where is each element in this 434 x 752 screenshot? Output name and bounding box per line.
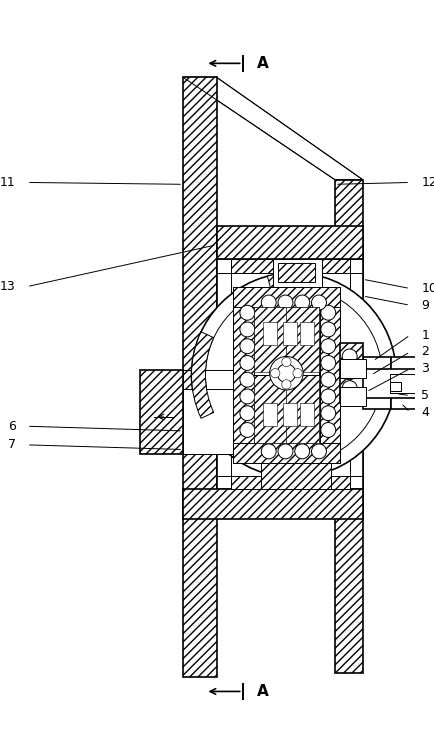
Text: 1: 1 (421, 329, 428, 341)
Text: 5: 5 (421, 389, 428, 402)
Wedge shape (267, 273, 319, 290)
Circle shape (320, 339, 335, 353)
Text: 12: 12 (421, 176, 434, 189)
Polygon shape (183, 77, 362, 180)
Circle shape (261, 444, 276, 459)
Bar (263, 322, 276, 345)
Circle shape (342, 349, 356, 364)
Circle shape (239, 356, 254, 371)
Bar (299, 403, 314, 426)
Circle shape (294, 295, 309, 310)
Text: A: A (256, 56, 268, 71)
Circle shape (281, 357, 290, 367)
Circle shape (191, 273, 395, 478)
Circle shape (281, 380, 290, 389)
Bar (389, 374, 415, 393)
Wedge shape (267, 460, 319, 478)
Circle shape (311, 444, 326, 459)
Circle shape (320, 372, 335, 387)
Bar (183, 489, 362, 520)
Bar (233, 287, 339, 307)
Bar (216, 226, 362, 259)
Circle shape (276, 364, 295, 383)
Circle shape (311, 295, 326, 310)
Circle shape (261, 295, 276, 310)
Bar (362, 368, 418, 399)
Bar (263, 403, 276, 426)
Circle shape (239, 389, 254, 404)
Circle shape (342, 381, 356, 396)
Circle shape (292, 368, 302, 378)
Bar (273, 259, 321, 287)
Circle shape (239, 322, 254, 337)
Bar (299, 322, 314, 345)
Text: 10: 10 (421, 282, 434, 295)
Bar (140, 371, 183, 454)
Bar (233, 287, 339, 463)
Bar (253, 307, 318, 443)
Text: 9: 9 (421, 299, 428, 312)
Bar (362, 357, 390, 408)
Bar (233, 443, 339, 463)
Bar (282, 322, 296, 345)
Bar (233, 287, 253, 463)
Text: 3: 3 (421, 362, 428, 375)
Circle shape (269, 356, 302, 390)
Text: 6: 6 (8, 420, 16, 432)
Bar (183, 77, 216, 678)
Bar (216, 259, 362, 489)
Bar (286, 375, 318, 443)
Bar (230, 475, 349, 489)
Circle shape (277, 295, 292, 310)
Bar (183, 389, 233, 454)
Circle shape (239, 406, 254, 420)
Circle shape (294, 444, 309, 459)
Circle shape (342, 365, 356, 380)
Bar (339, 342, 362, 403)
Circle shape (320, 423, 335, 438)
Circle shape (320, 305, 335, 320)
Text: 13: 13 (0, 280, 16, 293)
Bar (389, 381, 400, 391)
Bar (339, 359, 365, 378)
Bar (282, 403, 296, 426)
Bar (319, 287, 339, 463)
Circle shape (320, 389, 335, 404)
Text: 4: 4 (421, 406, 428, 419)
Bar (230, 259, 349, 273)
Circle shape (270, 368, 279, 378)
Circle shape (320, 406, 335, 420)
Wedge shape (191, 332, 213, 418)
Text: 7: 7 (8, 438, 16, 451)
Circle shape (320, 322, 335, 337)
Text: 2: 2 (421, 345, 428, 358)
Bar (390, 357, 418, 408)
Bar (253, 375, 286, 443)
Circle shape (239, 305, 254, 320)
Bar (253, 307, 286, 372)
Text: 11: 11 (0, 176, 16, 189)
Bar (349, 364, 362, 401)
Circle shape (320, 356, 335, 371)
Circle shape (239, 372, 254, 387)
Bar (339, 387, 365, 406)
Bar (334, 180, 362, 673)
Circle shape (205, 287, 381, 463)
Circle shape (239, 423, 254, 438)
Bar (277, 263, 315, 282)
Bar (286, 307, 318, 372)
Bar (261, 462, 330, 489)
Text: A: A (256, 684, 268, 699)
Circle shape (239, 339, 254, 353)
Circle shape (277, 444, 292, 459)
